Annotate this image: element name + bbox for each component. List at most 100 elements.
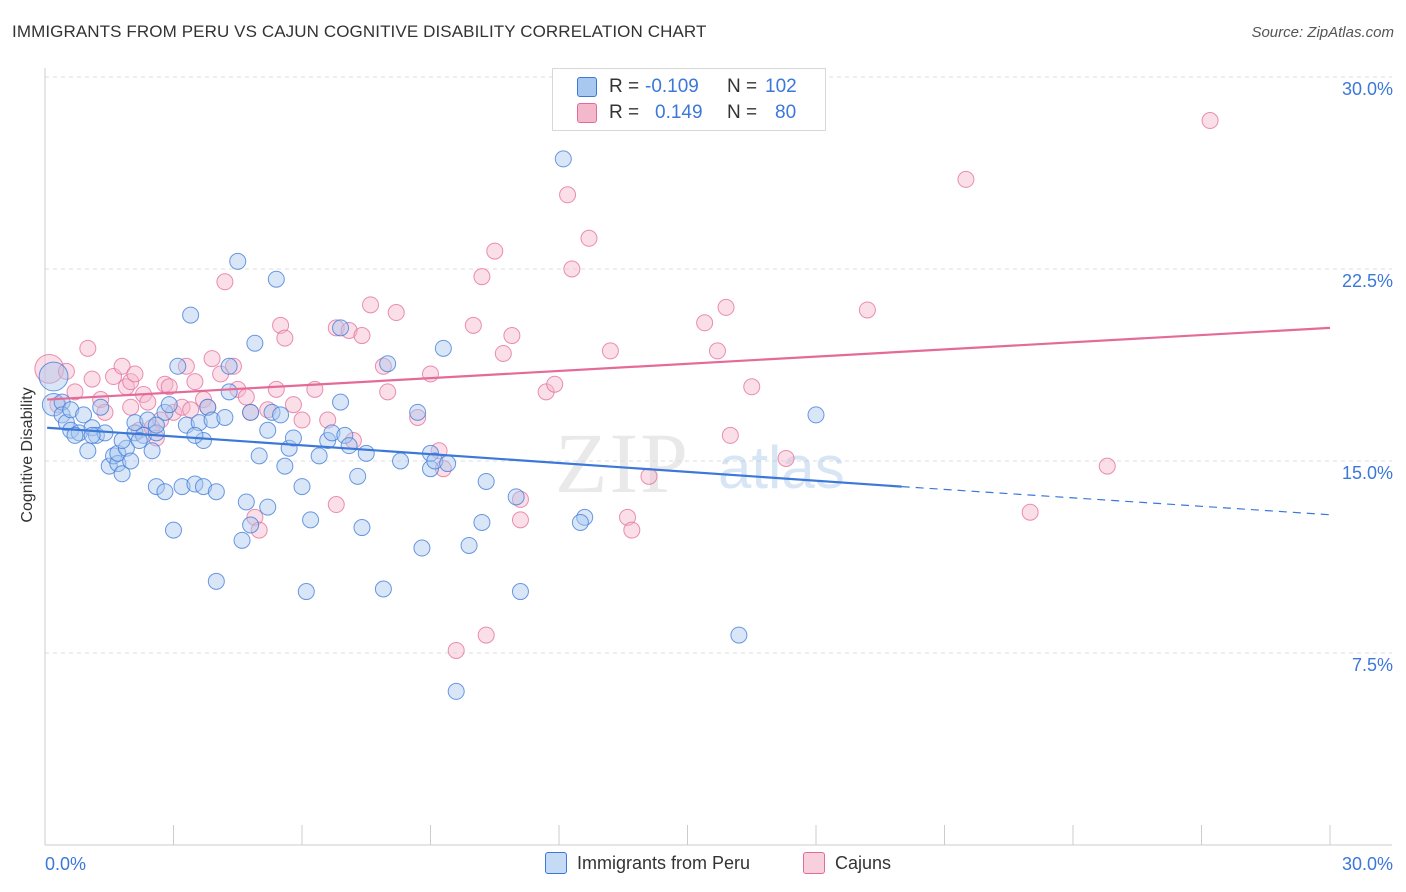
peru-point <box>340 437 358 455</box>
cajuns-point <box>122 398 140 416</box>
bottom-legend-label-cajuns: Cajuns <box>835 852 892 873</box>
peru-point <box>75 406 93 424</box>
cajuns-point <box>284 396 302 414</box>
trend-lines <box>47 326 1331 516</box>
peru-point <box>259 498 277 516</box>
peru-point <box>392 452 410 470</box>
peru-point <box>233 531 251 549</box>
legend-n-label: N = <box>727 76 758 97</box>
y-tick-label: 30.0% <box>1342 79 1393 99</box>
peru-point <box>194 432 212 450</box>
peru-point <box>730 626 748 644</box>
axes <box>44 68 1392 846</box>
peru-point <box>139 411 157 429</box>
cajuns-point <box>139 393 157 411</box>
peru-point <box>156 403 174 421</box>
watermark-atlas: atlas <box>718 434 845 501</box>
peru-point <box>434 339 452 357</box>
cajuns-point <box>293 411 311 429</box>
peru-point <box>147 416 165 434</box>
cajuns-point <box>113 357 131 375</box>
cajuns-point <box>473 268 491 286</box>
x-tick-label-max: 30.0% <box>1342 854 1393 874</box>
peru-point <box>122 452 140 470</box>
cajuns-point <box>126 365 144 383</box>
legend-r-value: 0.149 <box>655 102 703 123</box>
cajuns-point <box>186 373 204 391</box>
peru-point <box>323 424 341 442</box>
cajuns-trend-line <box>47 326 1331 401</box>
cajuns-point <box>177 357 195 375</box>
peru-trend-extension <box>901 486 1331 516</box>
cajuns-point <box>34 353 65 384</box>
y-tick-label: 15.0% <box>1342 463 1393 483</box>
cajuns-point <box>165 403 182 421</box>
cajuns-point <box>511 511 529 529</box>
bottom-legend-label-peru: Immigrants from Peru <box>577 852 751 873</box>
peru-point <box>38 361 69 392</box>
peru-point <box>66 426 84 444</box>
peru-point <box>374 580 392 598</box>
peru-point <box>250 447 268 465</box>
peru-point <box>477 472 495 490</box>
legend-r-value: -0.109 <box>645 76 699 97</box>
cajuns-point <box>477 626 495 644</box>
peru-point <box>319 432 337 450</box>
cajuns-point <box>216 273 234 291</box>
watermark: ZIP atlas <box>555 415 845 511</box>
peru-point <box>310 447 328 465</box>
peru-point <box>147 478 165 496</box>
legend-r-label: R = <box>609 76 640 97</box>
peru-point <box>284 429 302 447</box>
gridlines <box>45 76 1392 654</box>
peru-point <box>220 383 238 401</box>
cajuns-point <box>1098 457 1116 475</box>
peru-point <box>511 583 529 601</box>
legend-n-value: 80 <box>775 102 797 123</box>
cajuns-point <box>623 521 641 539</box>
cajuns-point <box>580 229 598 247</box>
peru-point <box>336 426 354 444</box>
peru-point <box>143 442 161 460</box>
peru-point <box>173 478 191 496</box>
peru-point <box>349 467 367 485</box>
peru-point <box>276 457 294 475</box>
peru-point <box>422 460 439 478</box>
peru-point <box>426 452 444 470</box>
bottom-legend-peru: Immigrants from Peru <box>545 852 750 874</box>
peru-point <box>242 403 260 421</box>
peru-point <box>259 421 277 439</box>
cajuns-point <box>276 329 294 347</box>
cajuns-point <box>1201 112 1219 130</box>
legend-n-value: 102 <box>765 76 797 97</box>
cajuns-point <box>57 362 75 380</box>
peru-point <box>199 398 217 416</box>
peru-point <box>272 406 290 424</box>
cajuns-point <box>267 380 285 398</box>
cajuns-point <box>619 508 637 526</box>
peru-point <box>109 455 127 473</box>
legend-n-label: N = <box>727 102 758 123</box>
cajuns-point <box>696 314 714 332</box>
cajuns-point <box>79 339 97 357</box>
peru-point <box>460 536 478 554</box>
y-tick-label: 7.5% <box>1352 655 1393 675</box>
peru-point <box>302 511 320 529</box>
bottom-legend-swatch-peru <box>545 852 567 874</box>
peru-point <box>186 426 204 444</box>
peru-point <box>571 513 589 531</box>
legend-r-label: R = <box>609 102 640 123</box>
cajuns-point <box>379 383 397 401</box>
peru-point <box>207 572 225 590</box>
cajuns-point <box>563 260 581 278</box>
legend-swatch-peru <box>577 77 597 97</box>
cajuns-point <box>957 170 975 188</box>
peru-point <box>353 519 371 537</box>
peru-point <box>113 465 131 483</box>
peru-point <box>182 306 200 324</box>
peru-point <box>807 406 825 424</box>
source-label: Source: ZipAtlas.com <box>1251 24 1394 41</box>
cajuns-point <box>66 383 84 401</box>
peru-point <box>439 455 457 473</box>
cajuns-point <box>486 242 504 260</box>
